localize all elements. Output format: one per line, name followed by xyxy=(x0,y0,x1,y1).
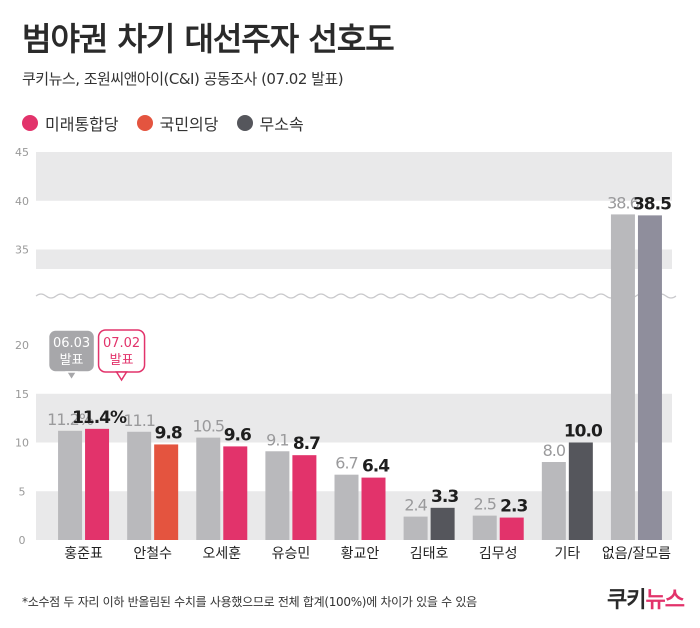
bar-prev xyxy=(265,451,290,540)
data-label-curr: 10.0 xyxy=(564,422,603,442)
callout-prev-pointer xyxy=(65,371,78,382)
bar-prev xyxy=(58,430,83,540)
footnote: *소수점 두 자리 이하 반올림된 수치를 사용했으므로 전체 합계(100%)… xyxy=(22,595,477,609)
legend-label: 무소속 xyxy=(259,115,304,134)
bar-curr xyxy=(154,444,179,540)
x-category-label: 유승민 xyxy=(272,546,311,562)
y-tick-label: 0 xyxy=(19,534,26,547)
y-tick-label: 35 xyxy=(15,244,29,257)
legend-swatch xyxy=(136,115,153,131)
x-category-label: 홍준표 xyxy=(64,546,103,562)
callout-prev-date: 06.03 xyxy=(53,336,90,351)
callout-curr-label: 발표 xyxy=(110,353,134,368)
data-label-curr: 11.4% xyxy=(72,408,127,428)
x-category-label: 기타 xyxy=(554,546,580,562)
y-tick-label: 45 xyxy=(15,146,29,159)
x-category-label: 안철수 xyxy=(133,546,172,562)
x-category-label: 김태호 xyxy=(410,546,449,562)
data-label-curr: 3.3 xyxy=(431,487,458,507)
data-label-prev: 8.0 xyxy=(543,441,566,460)
bar-prev xyxy=(610,214,635,540)
x-category-label: 황교안 xyxy=(341,546,380,562)
data-label-prev: 6.7 xyxy=(335,454,357,473)
kuki-news-logo: 쿠키뉴스 xyxy=(607,588,685,613)
legend-item-independent: 무소속 xyxy=(236,111,304,135)
data-label-curr: 38.5 xyxy=(633,194,671,214)
data-label-prev: 2.5 xyxy=(473,495,495,514)
y-tick-label: 20 xyxy=(15,339,29,352)
callout-curr-date: 07.02 xyxy=(103,336,140,351)
bar-prev xyxy=(541,462,566,540)
bar-curr xyxy=(499,517,524,540)
bar-curr xyxy=(568,442,593,540)
bar-prev xyxy=(472,515,497,540)
bar-curr xyxy=(430,507,455,540)
grid-band xyxy=(36,249,672,269)
legend-swatch xyxy=(236,115,253,131)
legend-swatch xyxy=(22,115,38,131)
y-tick-label: 40 xyxy=(15,195,29,208)
bar-prev xyxy=(403,516,428,540)
bar-curr xyxy=(292,455,317,540)
y-tick-label: 10 xyxy=(15,437,29,450)
bar-curr xyxy=(85,428,110,540)
data-label-prev: 11.2% xyxy=(47,410,94,429)
y-tick-label: 15 xyxy=(15,388,29,401)
data-label-prev: 11.1 xyxy=(123,411,155,430)
legend-label: 미래통합당 xyxy=(45,115,119,134)
data-label-prev: 38.6 xyxy=(607,193,639,212)
bar-prev xyxy=(127,431,152,540)
data-label-curr: 9.8 xyxy=(155,423,182,443)
chart-title: 범야권 차기 대선주자 선호도 xyxy=(22,20,395,58)
x-category-label: 없음/잘모름 xyxy=(602,546,671,562)
callout-curr-pointer xyxy=(115,371,128,382)
data-label-prev: 9.1 xyxy=(266,430,288,449)
data-label-curr: 2.3 xyxy=(500,497,527,517)
bar-curr xyxy=(361,477,386,540)
bar-curr xyxy=(223,446,248,540)
axis-break-line xyxy=(35,293,677,299)
bar-curr xyxy=(637,215,662,540)
data-label-prev: 10.5 xyxy=(192,417,224,436)
chart-subtitle: 쿠키뉴스, 조원씨앤아이(C&I) 공동조사 (07.02 발표) xyxy=(22,70,344,88)
bar-prev xyxy=(334,474,359,540)
grid-band xyxy=(36,152,672,201)
y-tick-label: 5 xyxy=(19,485,26,498)
legend-label: 국민의당 xyxy=(159,115,219,134)
data-label-curr: 8.7 xyxy=(293,434,320,454)
x-category-label: 오세훈 xyxy=(202,546,241,562)
data-label-prev: 2.4 xyxy=(404,496,427,515)
legend-item-peoples-party: 국민의당 xyxy=(136,111,219,135)
data-label-curr: 9.6 xyxy=(224,425,251,445)
callout-prev-label: 발표 xyxy=(60,353,84,368)
x-category-label: 김무성 xyxy=(479,546,518,562)
legend-item-future-united: 미래통합당 xyxy=(22,111,119,135)
data-label-curr: 6.4 xyxy=(362,457,390,477)
legend: 미래통합당 국민의당 무소속 xyxy=(22,111,304,135)
bar-prev xyxy=(196,437,221,540)
